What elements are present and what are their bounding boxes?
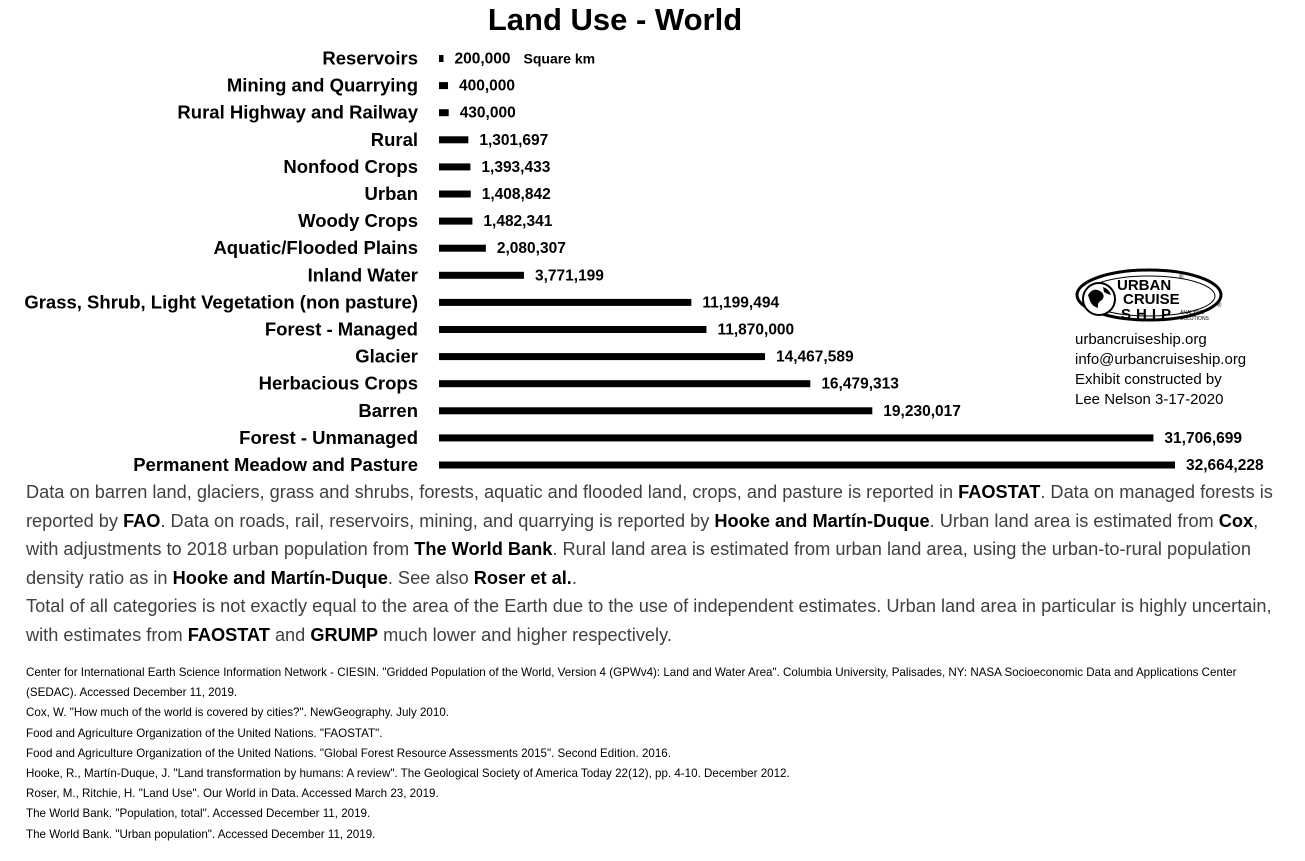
note-text: . xyxy=(571,567,577,588)
value-label: 19,230,017 xyxy=(883,403,961,420)
reference-item: The World Bank. "Population, total". Acc… xyxy=(26,807,371,821)
source-name: Hooke and Martín-Duque xyxy=(714,510,930,531)
logo-ring-icon xyxy=(1075,268,1223,322)
logo-tag1: ANALYSIS xyxy=(1180,310,1205,316)
source-name: Cox xyxy=(1218,510,1254,531)
category-label: Reservoirs xyxy=(322,48,418,69)
bar xyxy=(439,271,524,279)
bar xyxy=(439,244,486,252)
note-text: . Urban land area is estimated from xyxy=(929,510,1219,531)
bar xyxy=(439,163,471,171)
logo-reg1: ® xyxy=(1179,274,1184,281)
source-name: The World Bank xyxy=(414,539,553,559)
value-label: 200,000 xyxy=(455,51,511,68)
source-name: GRUMP xyxy=(310,624,379,645)
note-text: . See also xyxy=(387,567,474,588)
value-label: 16,479,313 xyxy=(821,376,899,393)
chart-title: Land Use - World xyxy=(487,2,743,37)
category-label: Mining and Quarrying xyxy=(227,75,418,96)
reference-item: Food and Agriculture Organization of the… xyxy=(26,746,671,760)
reference-item: Center for International Earth Science I… xyxy=(26,666,1237,700)
category-label: Nonfood Crops xyxy=(283,156,418,177)
email-link[interactable]: info@urbancruiseship.org xyxy=(1075,351,1247,368)
contact-block: urbancruiseship.org info@urbancruiseship… xyxy=(1075,330,1246,410)
category-label: Woody Crops xyxy=(298,210,418,231)
reference-item: Hooke, R., Martín-Duque, J. "Land transf… xyxy=(26,767,790,781)
note-paragraph-2: Total of all categories is not exactly e… xyxy=(26,592,1288,649)
bar xyxy=(439,380,811,388)
note-text: , with adjustments to 2018 urban populat… xyxy=(26,510,1259,560)
value-label: 1,408,842 xyxy=(482,186,551,203)
category-label: Aquatic/Flooded Plains xyxy=(213,237,418,258)
logo-line1: URBAN xyxy=(1117,277,1171,294)
reference-item: The World Bank. "Urban population". Acce… xyxy=(26,827,376,841)
note-text: Total of all categories is not exactly e… xyxy=(26,596,1272,645)
value-label: 3,771,199 xyxy=(535,267,604,284)
bar xyxy=(439,55,444,62)
note-text: . Data on roads, rail, reservoirs, minin… xyxy=(160,510,715,531)
value-label: 11,870,000 xyxy=(717,322,794,339)
bar xyxy=(439,461,1175,469)
category-label: Rural xyxy=(371,129,418,150)
category-label: Forest - Unmanaged xyxy=(239,427,418,448)
note-text: . Data on managed forests is reported by xyxy=(26,482,1273,531)
source-name: FAOSTAT xyxy=(958,482,1041,502)
reference-item: Cox, W. "How much of the world is covere… xyxy=(26,706,449,720)
reference-item: Food and Agriculture Organization of the… xyxy=(26,726,383,740)
logo-tag2: SOLUTIONS xyxy=(1180,316,1210,322)
source-name: Roser et al. xyxy=(473,567,572,588)
logo-reg2: ® xyxy=(1217,302,1222,309)
reference-item: Roser, M., Ritchie, H. "Land Use". Our W… xyxy=(26,787,439,801)
value-label: 32,664,228 xyxy=(1186,457,1264,474)
category-label: Glacier xyxy=(355,346,418,367)
bar xyxy=(439,136,469,144)
bar xyxy=(439,353,765,361)
bar xyxy=(439,190,471,198)
website-link[interactable]: urbancruiseship.org xyxy=(1075,331,1207,348)
category-label: Barren xyxy=(358,400,418,421)
bar xyxy=(439,217,473,225)
source-name: FAO xyxy=(123,510,161,531)
credit-line-1: Exhibit constructed by xyxy=(1075,371,1222,388)
value-label: 31,706,699 xyxy=(1164,430,1242,447)
logo-line2: CRUISE xyxy=(1123,291,1180,308)
bar-chart: Reservoirs 200,000 Square km Mining and Qua… xyxy=(24,48,1264,476)
urban-cruise-ship-logo: URBAN ® CRUISE SHIP ANALYSIS SOLUTIONS ® xyxy=(1075,267,1235,327)
source-name: FAOSTAT xyxy=(187,624,270,645)
note-text: . Rural land area is estimated from urba… xyxy=(26,539,1251,588)
data-notes: Data on barren land, glaciers, grass and… xyxy=(26,478,1288,649)
value-label: 1,301,697 xyxy=(479,132,548,149)
category-label: Permanent Meadow and Pasture xyxy=(133,454,418,475)
value-label: 2,080,307 xyxy=(497,240,566,257)
credit-line-2: Lee Nelson 3-17-2020 xyxy=(1075,391,1224,408)
unit-label: Square km xyxy=(524,51,596,67)
category-label: Inland Water xyxy=(308,264,418,285)
references-list: Center for International Earth Science I… xyxy=(26,663,1288,845)
value-label: 11,199,494 xyxy=(702,294,779,311)
bar xyxy=(439,82,449,90)
logo-globe-land-icon xyxy=(1088,287,1111,308)
note-text: Data on barren land, glaciers, grass and… xyxy=(26,482,959,502)
value-label: 1,482,341 xyxy=(483,213,552,230)
category-label: Herbacious Crops xyxy=(259,373,418,394)
note-text: and xyxy=(269,624,311,645)
category-label: Urban xyxy=(365,183,418,204)
value-label: 400,000 xyxy=(459,78,515,95)
note-paragraph-1: Data on barren land, glaciers, grass and… xyxy=(26,478,1288,592)
logo-line3: SHIP xyxy=(1121,306,1176,323)
note-text: much lower and higher respectively. xyxy=(378,624,672,645)
category-label: Rural Highway and Railway xyxy=(177,102,418,123)
bar xyxy=(439,326,707,333)
value-label: 1,393,433 xyxy=(481,159,550,176)
bar xyxy=(439,407,873,415)
bar xyxy=(439,434,1154,442)
bar xyxy=(439,109,449,117)
category-label: Grass, Shrub, Light Vegetation (non past… xyxy=(24,291,418,312)
value-label: 430,000 xyxy=(460,105,516,122)
source-name: Hooke and Martín-Duque xyxy=(172,567,388,588)
value-label: 14,467,589 xyxy=(776,349,854,366)
bar xyxy=(439,298,692,306)
category-label: Forest - Managed xyxy=(265,319,418,340)
